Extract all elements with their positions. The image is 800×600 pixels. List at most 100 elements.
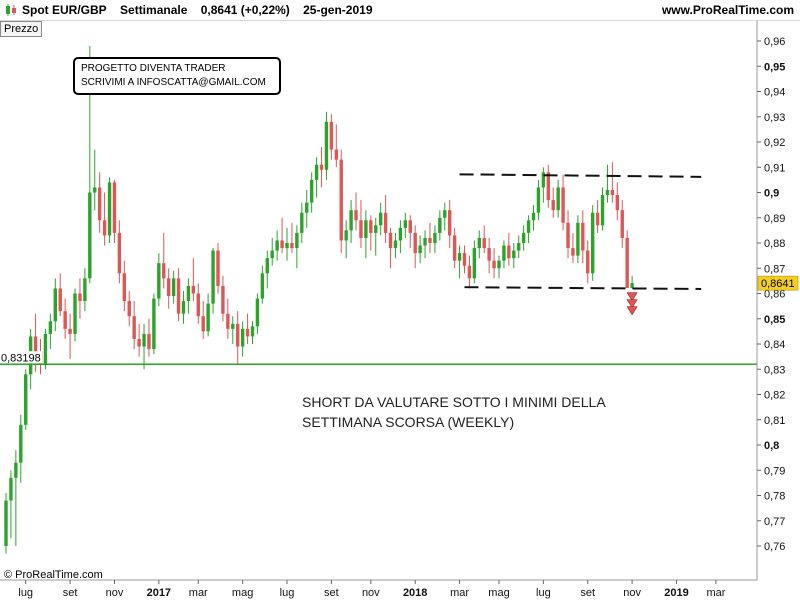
- candle-body: [487, 248, 491, 261]
- candle-body: [566, 222, 570, 249]
- candle-body: [482, 237, 486, 249]
- candle-body: [250, 326, 255, 337]
- y-tick-label: 0,79: [764, 465, 785, 477]
- candle-body: [452, 235, 457, 261]
- candle-body: [595, 212, 600, 226]
- candle-body: [285, 243, 289, 249]
- candle-body: [305, 202, 309, 213]
- candle-body: [186, 285, 191, 302]
- candle-body: [127, 301, 131, 317]
- candle-body: [344, 230, 348, 241]
- candle-body: [73, 293, 77, 334]
- chart-date: 25-gen-2019: [303, 3, 373, 17]
- candle-body: [551, 200, 555, 211]
- x-tick-label: mar: [706, 587, 725, 599]
- candle-body: [408, 220, 412, 233]
- candle-body: [137, 338, 141, 347]
- candle-body: [364, 220, 368, 238]
- candle-body: [378, 212, 383, 226]
- candle-body: [48, 321, 53, 334]
- trade-note-line-1: SHORT DA VALUTARE SOTTO I MINIMI DELLA: [302, 394, 606, 410]
- promo-line-2: SCRIVIMI A INFOSCATTA@GMAIL.COM: [81, 77, 266, 88]
- candle-body: [605, 189, 610, 196]
- chart-title: Spot EUR/GBP Settimanale 0,8641 (+0,22%)…: [22, 3, 373, 17]
- candle-body: [28, 336, 33, 375]
- candlestick-icon: [6, 4, 16, 16]
- candle-body: [255, 298, 260, 327]
- site-url[interactable]: www.ProRealTime.com: [661, 3, 794, 17]
- candle-body: [112, 182, 117, 233]
- candle-body: [132, 316, 136, 339]
- candle-body: [236, 323, 240, 347]
- candle-body: [472, 248, 477, 279]
- candle-body: [176, 278, 181, 314]
- candle-body: [571, 248, 575, 256]
- y-tick-label: 0,78: [764, 491, 785, 503]
- candle-body: [122, 273, 127, 302]
- y-tick-label: 0,96: [764, 36, 785, 48]
- last-price-label: 0,8641: [761, 278, 795, 290]
- candle-body: [433, 232, 437, 243]
- candle-body: [240, 328, 245, 347]
- instrument-name: Spot EUR/GBP: [22, 3, 107, 17]
- candle-body: [438, 217, 442, 233]
- y-tick-label: 0,87: [764, 263, 785, 275]
- y-tick-label: 0,91: [764, 162, 785, 174]
- support-label: 0,83198: [1, 352, 41, 364]
- x-tick-label: lug: [280, 587, 295, 599]
- trade-note-line-2: SETTIMANA SCORSA (WEEKLY): [302, 414, 515, 430]
- candle-body: [19, 424, 23, 463]
- candle-body: [586, 250, 590, 274]
- candle-body: [492, 260, 496, 269]
- candle-body: [383, 212, 388, 233]
- timeframe: Settimanale: [120, 3, 188, 17]
- last-price-badge: [757, 275, 799, 291]
- candle-body: [9, 477, 13, 501]
- candle-body: [275, 240, 279, 251]
- candle-body: [53, 288, 57, 322]
- candle-body: [334, 149, 339, 160]
- candle-body: [541, 172, 546, 188]
- candle-body: [388, 232, 393, 249]
- candle-body: [309, 179, 314, 203]
- x-tick-label: lug: [18, 587, 33, 599]
- candle-body: [211, 250, 215, 304]
- candle-body: [162, 263, 166, 279]
- candle-body: [147, 333, 151, 350]
- candle-body: [457, 253, 462, 261]
- down-arrow-icon: [626, 299, 638, 309]
- range-top-line: [459, 173, 702, 178]
- candle-body: [93, 187, 97, 193]
- x-tick-label: lug: [536, 587, 551, 599]
- x-tick-label: nov: [106, 587, 124, 599]
- x-tick-label: mag: [232, 587, 253, 599]
- x-tick-label: set: [580, 587, 595, 599]
- candle-body: [526, 220, 531, 233]
- promo-line-1: PROGETTO DIVENTA TRADER: [81, 63, 226, 74]
- candle-body: [428, 237, 432, 243]
- candle-body: [339, 159, 343, 241]
- candle-body: [201, 316, 205, 332]
- chart-header: Spot EUR/GBP Settimanale 0,8641 (+0,22%)…: [0, 0, 800, 21]
- candle-body: [521, 232, 526, 243]
- x-tick-label: nov: [362, 587, 380, 599]
- candle-body: [24, 374, 28, 425]
- candle-body: [14, 462, 18, 478]
- panel-tab-prezzo[interactable]: Prezzo: [0, 21, 43, 37]
- y-tick-label: 0,93: [764, 112, 785, 124]
- candle-body: [625, 237, 629, 288]
- x-tick-label: mag: [488, 587, 509, 599]
- y-tick-label: 0,9: [764, 188, 779, 200]
- y-tick-label: 0,76: [764, 541, 785, 553]
- x-tick-label: mar: [189, 587, 208, 599]
- y-tick-label: 0,82: [764, 390, 785, 402]
- candle-body: [88, 192, 92, 279]
- candle-body: [290, 243, 294, 249]
- candle-body: [576, 222, 580, 256]
- candle-body: [4, 500, 8, 546]
- candle-body: [142, 333, 146, 347]
- x-tick-label: mar: [450, 587, 469, 599]
- candle-body: [349, 210, 353, 231]
- candle-body: [581, 222, 585, 251]
